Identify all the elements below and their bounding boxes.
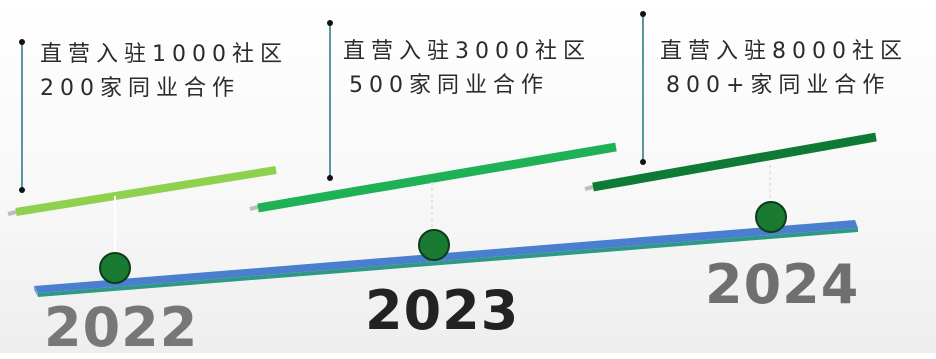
stem-2024-bottom-dot bbox=[640, 159, 646, 165]
stem-2023-top-dot bbox=[327, 20, 333, 26]
caption-2023-line2: 500家同业合作 bbox=[349, 73, 549, 98]
year-2022-label: 2022 bbox=[44, 296, 199, 359]
bar-2022-tail bbox=[7, 210, 17, 216]
caption-2023: 直营入驻3000社区 500家同业合作 bbox=[343, 35, 591, 103]
bar-2022 bbox=[15, 166, 277, 216]
stem-2022-bottom-dot bbox=[19, 187, 25, 193]
stem-2023-bottom-dot bbox=[327, 175, 333, 181]
year-2024-label: 2024 bbox=[705, 253, 860, 316]
marker-2023 bbox=[418, 229, 450, 261]
caption-2024-line2: 800+家同业合作 bbox=[666, 73, 891, 98]
axis-beam-end bbox=[34, 286, 38, 297]
caption-2022: 直营入驻1000社区 200家同业合作 bbox=[40, 38, 288, 106]
stem-2024-top-dot bbox=[640, 11, 646, 17]
caption-2024: 直营入驻8000社区 800+家同业合作 bbox=[660, 35, 908, 103]
marker-2024 bbox=[755, 201, 787, 233]
bar-2023 bbox=[257, 142, 617, 213]
stem-2022-top-dot bbox=[19, 39, 25, 45]
axis-beam-front bbox=[38, 228, 858, 297]
marker-2022 bbox=[99, 252, 131, 284]
year-2023-label: 2023 bbox=[365, 279, 520, 342]
bar-2024 bbox=[592, 132, 877, 192]
caption-2022-line2: 200家同业合作 bbox=[40, 76, 240, 101]
caption-2022-line1: 直营入驻1000社区 bbox=[40, 42, 288, 67]
axis-beam-top bbox=[34, 220, 858, 293]
caption-2024-line1: 直营入驻8000社区 bbox=[660, 39, 908, 64]
bar-2023-tail bbox=[249, 205, 259, 211]
caption-2023-line1: 直营入驻3000社区 bbox=[343, 39, 591, 64]
bar-2024-tail bbox=[584, 185, 594, 191]
